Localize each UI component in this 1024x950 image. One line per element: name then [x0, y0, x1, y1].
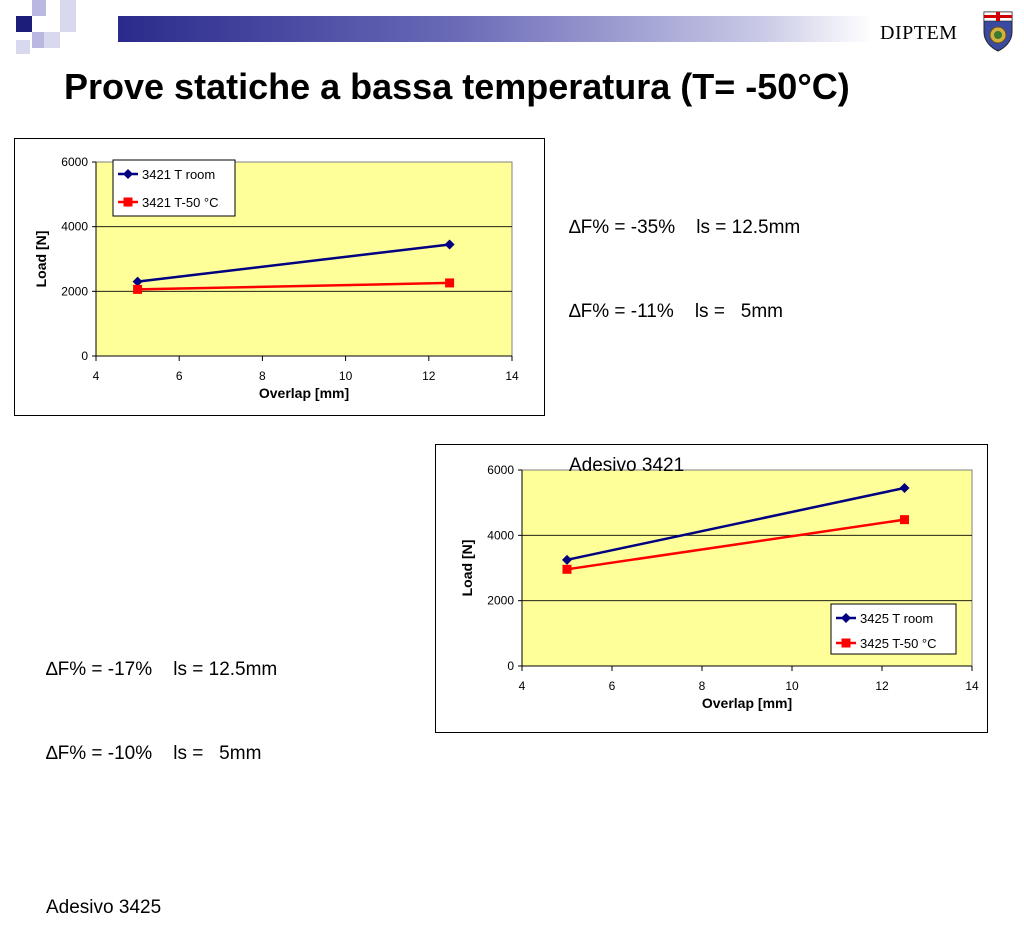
legend-marker-diamond: [841, 613, 851, 623]
data-point-diamond: [899, 482, 910, 493]
x-tick-label: 12: [422, 369, 436, 383]
y-tick-label: 4000: [487, 528, 514, 542]
header-gradient-bar: [118, 16, 872, 42]
chart-3421: 0 2000 4000 6000 4 6 8 10 12 14 Overlap [mm] Load […: [14, 138, 545, 416]
decor-square: [44, 32, 60, 48]
data-point-diamond: [562, 554, 572, 565]
y-tick-label: 2000: [487, 594, 514, 608]
decor-square: [16, 16, 32, 32]
legend-label: 3425 T room: [860, 611, 933, 626]
decor-square: [60, 0, 76, 16]
legend-label: 3425 T-50 °C: [860, 636, 937, 651]
series-line: [137, 243, 450, 283]
x-tick-label: 6: [176, 369, 183, 383]
y-axis-title: Load [N]: [33, 231, 49, 288]
note-3425: ∆F% = -17% ls = 12.5mm ∆F% = -10% ls = 5…: [46, 600, 277, 950]
series-line: [137, 281, 450, 291]
decor-square: [16, 40, 30, 54]
x-tick-label: 14: [965, 679, 979, 693]
legend-label: 3421 T room: [142, 167, 215, 182]
data-point-square: [562, 564, 572, 574]
series-line: [566, 486, 905, 562]
x-tick-label: 4: [519, 679, 526, 693]
chart-3421-svg: 0 2000 4000 6000 4 6 8 10 12 14 Overlap [mm] Load […: [33, 155, 519, 401]
delta-f-line-2: ∆F% = -11% ls = 5mm: [569, 301, 783, 322]
chart-3425: 0 2000 4000 6000 4 6 8 10 12 14 Overlap [mm] Load […: [435, 444, 988, 733]
data-point-square: [133, 284, 143, 294]
data-point-diamond: [444, 239, 455, 250]
legend-label: 3421 T-50 °C: [142, 195, 219, 210]
data-point-square: [445, 278, 455, 288]
decor-square: [60, 16, 76, 32]
data-point-diamond: [132, 276, 143, 287]
series-line: [566, 518, 905, 571]
delta-f-line-1: ∆F% = -35% ls = 12.5mm: [569, 217, 801, 238]
delta-f-line-1: ∆F% = -17% ls = 12.5mm: [46, 659, 278, 680]
adhesive-label: Adesivo 3425: [46, 897, 162, 918]
x-axis-title: Overlap [mm]: [259, 385, 349, 401]
y-tick-label: 6000: [61, 155, 88, 169]
chart-3425-svg: 0 2000 4000 6000 4 6 8 10 12 14 Overlap [mm] Load […: [459, 463, 979, 711]
y-axis-title: Load [N]: [459, 540, 475, 597]
legend-marker-square: [841, 638, 851, 648]
x-tick-label: 4: [93, 369, 100, 383]
x-tick-label: 12: [875, 679, 889, 693]
y-tick-label: 0: [507, 659, 514, 673]
note-3421: ∆F% = -35% ls = 12.5mm ∆F% = -11% ls = 5…: [569, 158, 800, 508]
decor-square: [32, 0, 46, 16]
legend-marker-diamond: [123, 169, 133, 179]
y-tick-label: 2000: [61, 284, 88, 298]
x-tick-label: 8: [699, 679, 706, 693]
legend-marker-square: [123, 197, 133, 207]
y-tick-label: 0: [81, 349, 88, 363]
y-tick-label: 6000: [487, 463, 514, 477]
x-tick-label: 10: [785, 679, 799, 693]
x-tick-label: 8: [259, 369, 266, 383]
x-tick-label: 14: [505, 369, 519, 383]
x-axis-title: Overlap [mm]: [702, 695, 792, 711]
brand-name: DIPTEM: [880, 22, 958, 44]
data-point-square: [900, 515, 909, 525]
x-tick-label: 6: [609, 679, 616, 693]
delta-f-line-2: ∆F% = -10% ls = 5mm: [46, 743, 262, 764]
x-tick-label: 10: [339, 369, 353, 383]
page-title: Prove statiche a bassa temperatura (T= -…: [64, 66, 850, 107]
adhesive-label: Adesivo 3421: [569, 455, 685, 476]
legend: [830, 603, 957, 655]
university-crest-icon: [983, 11, 1013, 52]
y-tick-label: 4000: [61, 220, 88, 234]
legend: [112, 159, 236, 217]
